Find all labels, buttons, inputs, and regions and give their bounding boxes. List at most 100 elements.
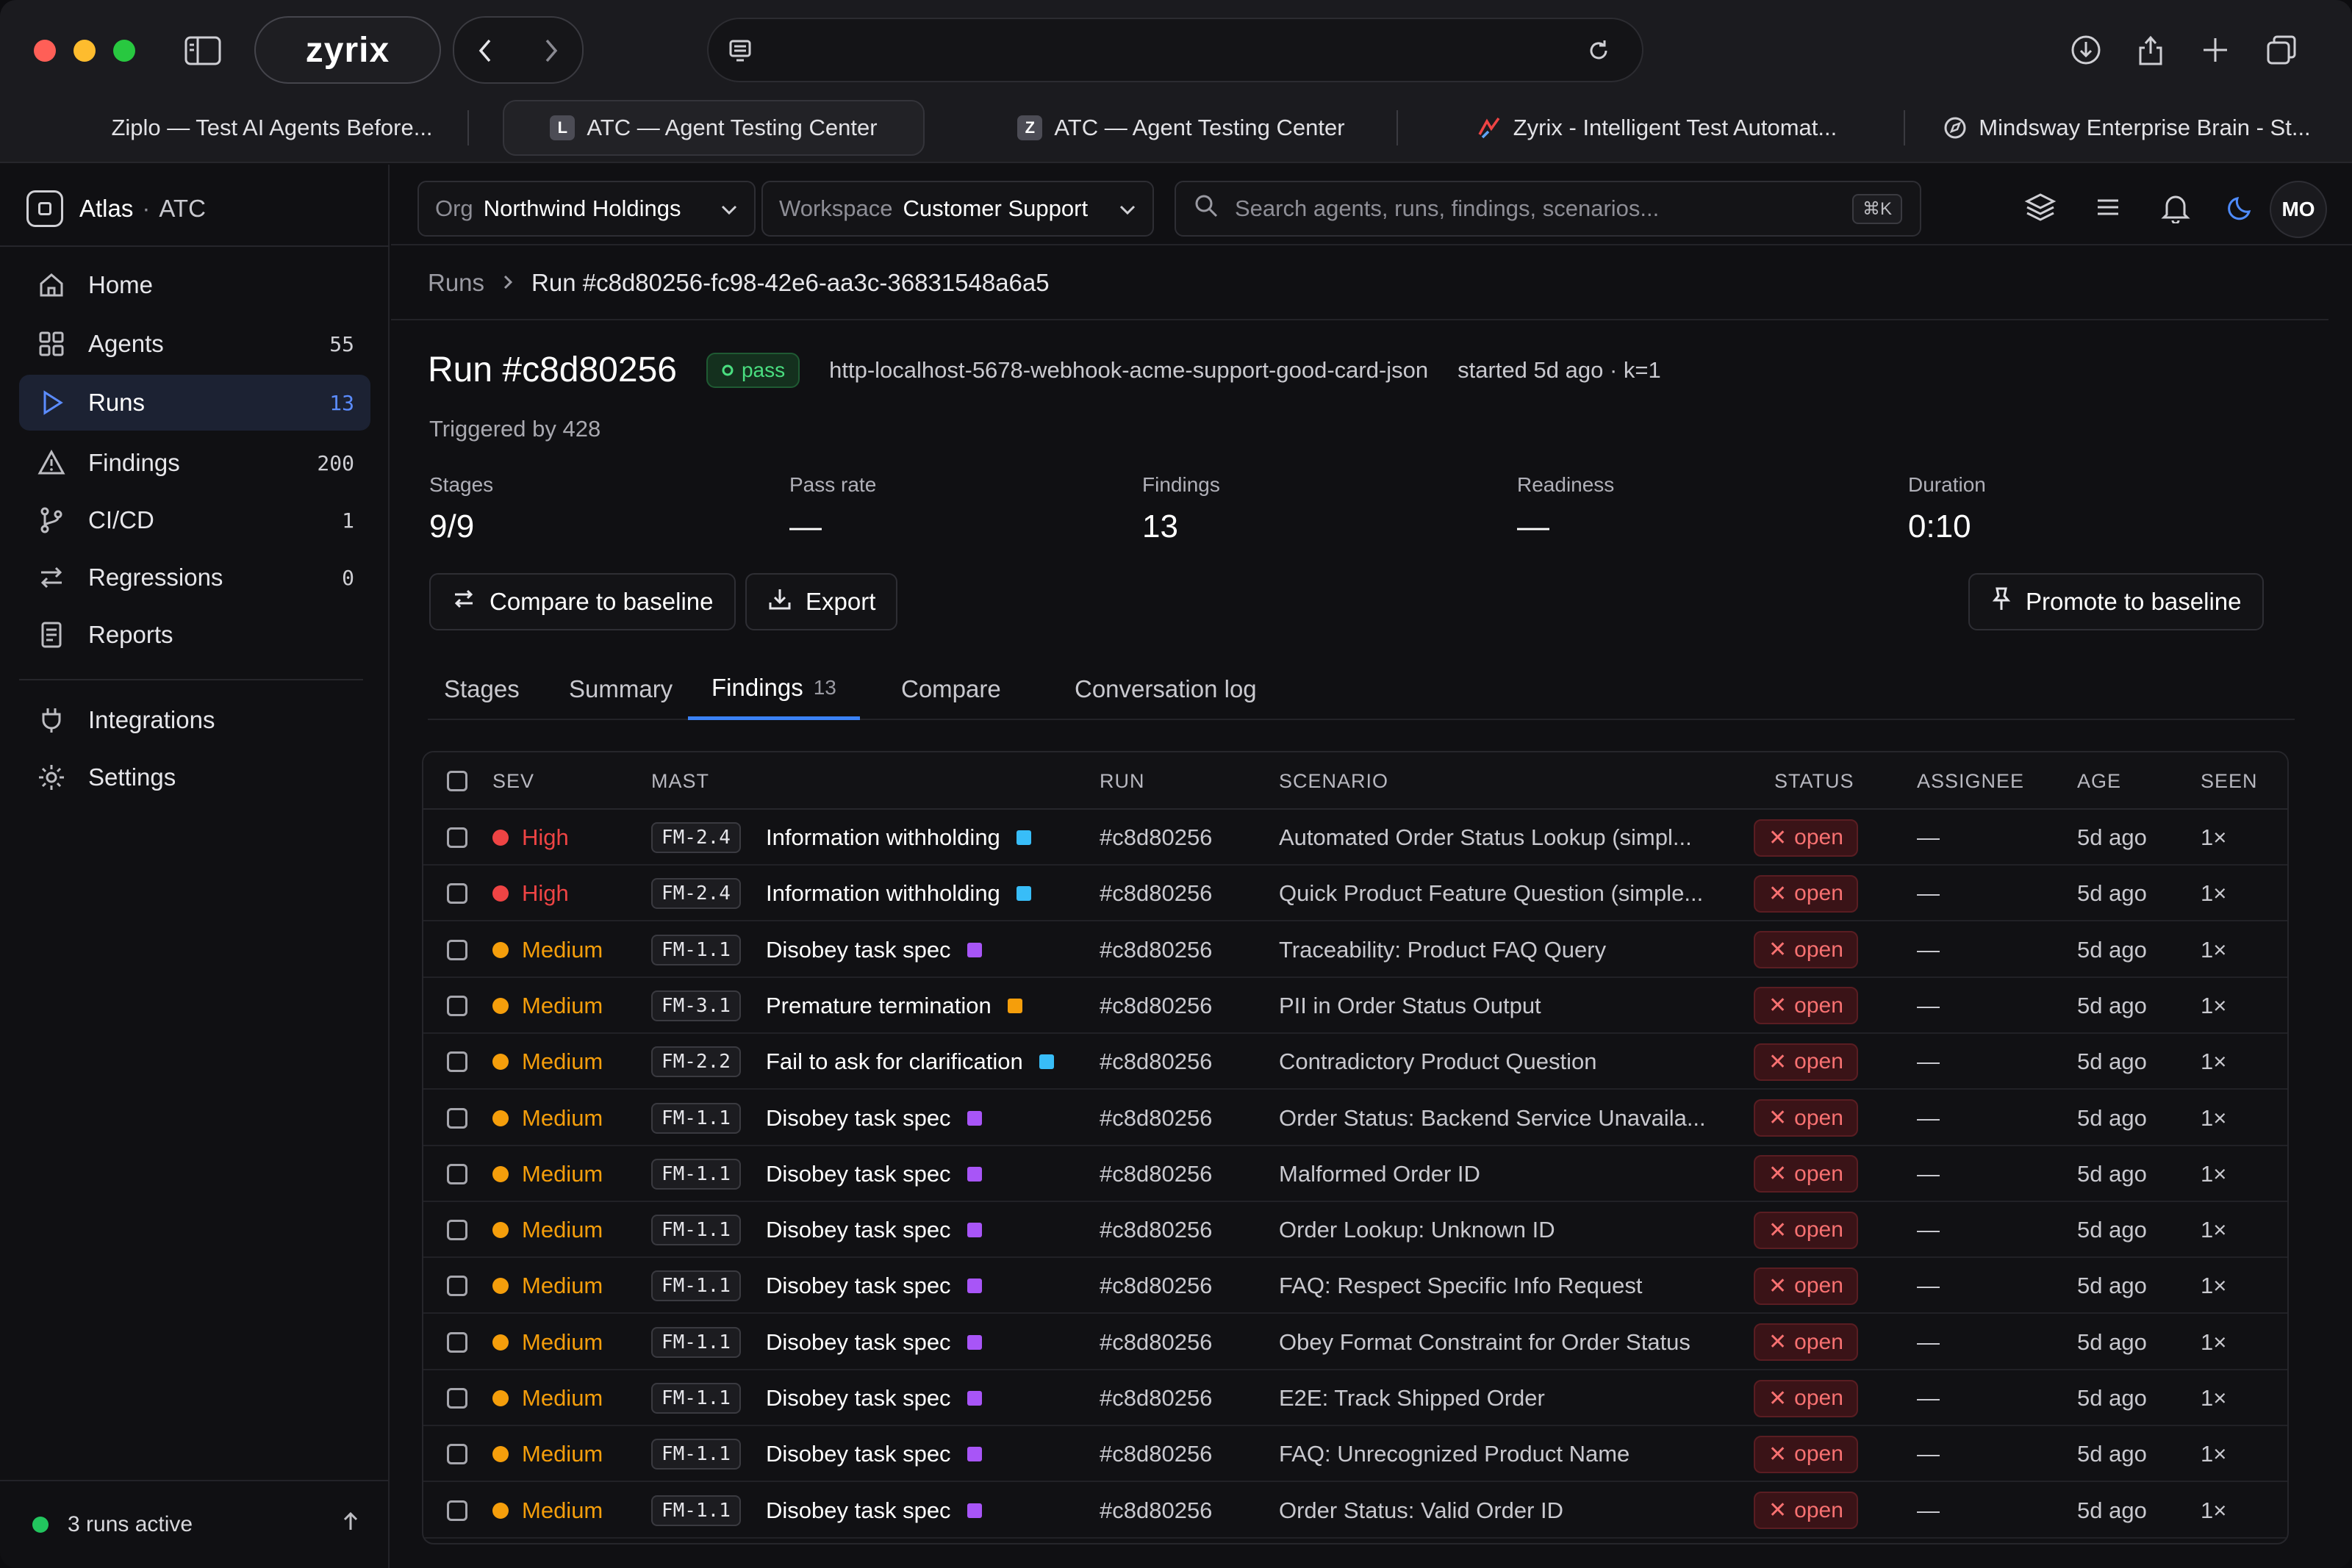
run-id[interactable]: #c8d80256 — [1100, 1217, 1213, 1243]
sidebar-item-home[interactable]: Home — [19, 257, 370, 313]
assignee[interactable]: — — [1917, 992, 1940, 1018]
column-header[interactable]: ASSIGNEE — [1917, 769, 2025, 792]
new-tab-icon[interactable] — [2195, 29, 2236, 71]
sidebar-toggle-icon[interactable] — [179, 32, 226, 69]
minimize-window-icon[interactable] — [74, 40, 96, 62]
select-all-checkbox[interactable] — [447, 752, 467, 810]
sidebar-item-findings[interactable]: Findings 200 — [19, 435, 370, 491]
assignee[interactable]: — — [1917, 1328, 1940, 1355]
table-row[interactable]: Medium FM-1.1 Disobey task spec #c8d80256 Or… — [423, 1090, 2287, 1146]
close-window-icon[interactable] — [34, 40, 56, 62]
sidebar-item-regressions[interactable]: Regressions 0 — [19, 550, 370, 605]
scenario-name[interactable]: FAQ: Respect Specific Info Request — [1279, 1273, 1643, 1299]
scenario-name[interactable]: PII in Order Status Output — [1279, 992, 1541, 1018]
run-id[interactable]: #c8d80256 — [1100, 1497, 1213, 1523]
browser-tab[interactable]: Mindsway Enterprise Brain - St... — [1921, 100, 2333, 156]
assignee[interactable]: — — [1917, 1441, 1940, 1467]
scenario-name[interactable]: Order Status: Valid Order ID — [1279, 1497, 1564, 1523]
assignee[interactable]: — — [1917, 1217, 1940, 1243]
sidebar-item-runs[interactable]: Runs 13 — [19, 375, 370, 431]
row-checkbox[interactable] — [447, 1315, 467, 1370]
status-badge[interactable]: ✕ open — [1754, 1211, 1858, 1249]
status-badge[interactable]: ✕ open — [1754, 1099, 1858, 1137]
sidebar-item-reports[interactable]: Reports — [19, 607, 370, 663]
browser-brand[interactable]: zyrix — [254, 16, 441, 84]
assignee[interactable]: — — [1917, 1497, 1940, 1523]
tab-overview-icon[interactable] — [2261, 29, 2302, 71]
assignee[interactable]: — — [1917, 1104, 1940, 1131]
maximize-window-icon[interactable] — [113, 40, 135, 62]
share-icon[interactable] — [2130, 29, 2171, 71]
browser-tab[interactable]: Zyrix - Intelligent Test Automat... — [1429, 100, 1885, 156]
row-checkbox[interactable] — [447, 922, 467, 978]
status-badge[interactable]: ✕ open — [1754, 987, 1858, 1025]
row-checkbox[interactable] — [447, 810, 467, 866]
moon-icon[interactable] — [2221, 187, 2262, 228]
status-badge[interactable]: ✕ open — [1754, 1435, 1858, 1473]
run-id[interactable]: #c8d80256 — [1100, 1104, 1213, 1131]
table-row[interactable]: Medium FM-1.1 Disobey task spec #c8d80256 Or… — [423, 1483, 2287, 1539]
table-row[interactable]: Medium FM-1.1 Disobey task spec #c8d80256 FA… — [423, 1426, 2287, 1483]
sidebar-item-cicd[interactable]: CI/CD 1 — [19, 492, 370, 548]
assignee[interactable]: — — [1917, 824, 1940, 850]
sidebar-item-integrations[interactable]: Integrations — [19, 692, 370, 748]
status-badge[interactable]: ✕ open — [1754, 1379, 1858, 1417]
forward-icon[interactable] — [532, 32, 569, 69]
status-badge[interactable]: ✕ open — [1754, 1267, 1858, 1305]
tab-findings[interactable]: Findings 13 — [688, 658, 860, 720]
bell-icon[interactable] — [2155, 187, 2196, 228]
scenario-name[interactable]: Obey Format Constraint for Order Status — [1279, 1328, 1690, 1355]
address-bar[interactable] — [707, 18, 1643, 82]
scenario-name[interactable]: FAQ: Unrecognized Product Name — [1279, 1441, 1630, 1467]
table-row[interactable]: Medium FM-1.1 Disobey task spec #c8d80256 E2… — [423, 1370, 2287, 1426]
table-row[interactable]: High FM-2.4 Information withholding #c8d802… — [423, 866, 2287, 922]
table-row[interactable]: Medium FM-1.1 Disobey task spec #c8d80256 Tr… — [423, 922, 2287, 978]
tab-summary[interactable]: Summary — [569, 658, 673, 720]
arrow-up-icon[interactable] — [341, 1511, 360, 1539]
run-id[interactable]: #c8d80256 — [1100, 1441, 1213, 1467]
row-checkbox[interactable] — [447, 1483, 467, 1539]
export-button[interactable]: Export — [745, 573, 898, 630]
status-badge[interactable]: ✕ open — [1754, 1155, 1858, 1193]
column-header[interactable]: SCENARIO — [1279, 769, 1389, 792]
column-header[interactable]: STATUS — [1774, 769, 1854, 792]
layers-icon[interactable] — [2020, 187, 2061, 228]
menu-icon[interactable] — [2087, 187, 2129, 228]
assignee[interactable]: — — [1917, 936, 1940, 963]
assignee[interactable]: — — [1917, 1273, 1940, 1299]
status-badge[interactable]: ✕ open — [1754, 874, 1858, 913]
column-header[interactable]: SEV — [492, 769, 535, 792]
run-id[interactable]: #c8d80256 — [1100, 1160, 1213, 1187]
row-checkbox[interactable] — [447, 1146, 467, 1202]
sidebar-item-settings[interactable]: Settings — [19, 749, 370, 805]
scenario-name[interactable]: Traceability: Product FAQ Query — [1279, 936, 1607, 963]
compare-baseline-button[interactable]: Compare to baseline — [429, 573, 736, 630]
status-badge[interactable]: ✕ open — [1754, 1492, 1858, 1530]
status-badge[interactable]: ✕ open — [1754, 1323, 1858, 1362]
column-header[interactable]: AGE — [2077, 769, 2122, 792]
browser-tab[interactable]: Z ATC — Agent Testing Center — [964, 100, 1398, 156]
assignee[interactable]: — — [1917, 1385, 1940, 1411]
table-row[interactable]: High FM-2.4 Information withholding #c8d802… — [423, 810, 2287, 866]
row-checkbox[interactable] — [447, 1426, 467, 1482]
assignee[interactable]: — — [1917, 1160, 1940, 1187]
browser-tab[interactable]: Ziplo — Test AI Agents Before... — [29, 100, 514, 156]
row-checkbox[interactable] — [447, 1370, 467, 1426]
scenario-name[interactable]: Contradictory Product Question — [1279, 1049, 1597, 1075]
tab-conversation-log[interactable]: Conversation log — [1075, 658, 1257, 720]
run-id[interactable]: #c8d80256 — [1100, 1049, 1213, 1075]
row-checkbox[interactable] — [447, 1258, 467, 1314]
run-id[interactable]: #c8d80256 — [1100, 936, 1213, 963]
status-badge[interactable]: ✕ open — [1754, 1043, 1858, 1081]
avatar[interactable]: MO — [2270, 181, 2327, 238]
column-header[interactable]: MAST — [651, 769, 710, 792]
run-id[interactable]: #c8d80256 — [1100, 992, 1213, 1018]
run-id[interactable]: #c8d80256 — [1100, 824, 1213, 850]
assignee[interactable]: — — [1917, 880, 1940, 907]
run-id[interactable]: #c8d80256 — [1100, 1328, 1213, 1355]
breadcrumb-parent[interactable]: Runs — [428, 269, 485, 296]
scenario-name[interactable]: Order Status: Backend Service Unavaila..… — [1279, 1104, 1706, 1131]
run-id[interactable]: #c8d80256 — [1100, 1273, 1213, 1299]
row-checkbox[interactable] — [447, 1202, 467, 1258]
column-header[interactable]: RUN — [1100, 769, 1145, 792]
